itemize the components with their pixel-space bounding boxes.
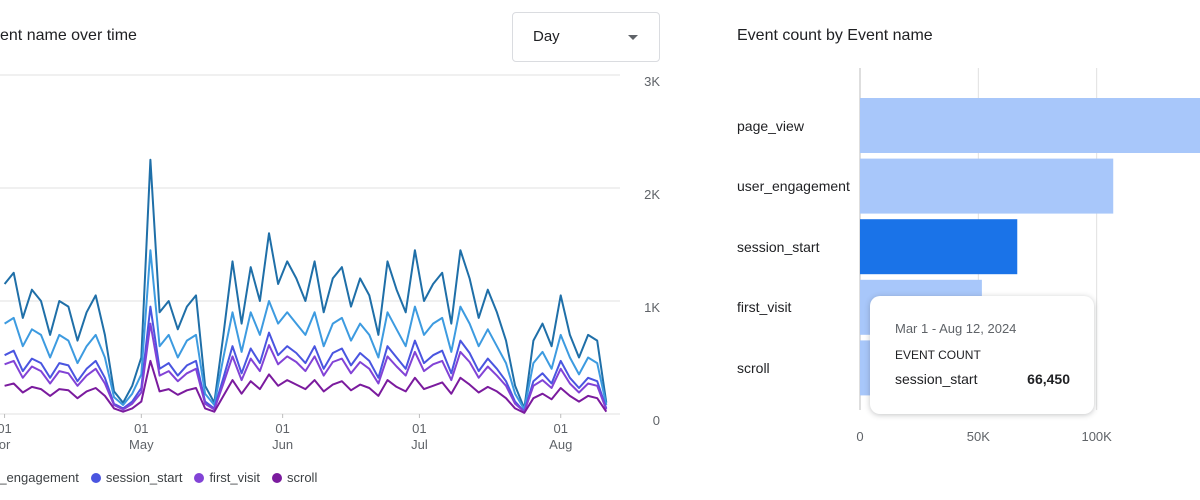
category-text: first_visit [737,299,792,316]
category-text: page_view [737,117,804,134]
tooltip-name: session_start [895,371,978,387]
tooltip-metric: EVENT COUNT [895,348,981,362]
x-tick-label: 01 Aug [549,421,573,452]
category-label: first_visit [737,280,855,335]
y-tick-label: 0 [653,413,660,428]
category-label: session_start [737,219,855,274]
legend-label: r_engagement [0,470,79,485]
legend-marker [90,472,101,483]
bar [860,158,1114,214]
category-text: scroll [737,359,770,376]
category-label: user_engagement [737,159,855,214]
bar-chart-title: Event count by Event name [737,27,933,44]
series-line [4,249,608,411]
series-line [4,322,608,413]
category-label: scroll [737,340,855,395]
x-tick-label: 01 Jul [411,421,428,452]
legend-marker [272,472,282,483]
x-tick-label: 50K [967,429,990,444]
series-line [4,305,608,413]
x-tick-label: 01 May [129,421,154,452]
legend-item: session_start [90,470,183,485]
tooltip-value: 66,450 [1027,371,1070,387]
legend-item: first_visit [194,470,260,485]
legend-marker [194,472,205,483]
x-tick-label: 01 Jun [272,421,294,452]
tooltip: Mar 1 - Aug 12, 2024 EVENT COUNT session_s… [870,296,1094,414]
legend-label: first_visit [209,470,260,485]
y-tick-label: 2K [644,187,660,202]
x-tick-label: 0 [856,429,863,444]
y-tick-label: 1K [644,300,660,315]
line-chart-title: ent name over time [0,27,137,44]
dropdown-value[interactable]: Day [533,28,560,45]
x-tick-label: 01 or [0,421,12,452]
bar [860,219,1018,275]
legend-label: scroll [287,470,318,485]
series-line [4,359,608,414]
granularity-dropdown[interactable]: Day [512,12,660,62]
category-text: user_engagement [737,178,850,195]
legend: r_engagement session_start first_visit scro… [0,470,329,485]
legend-item: scroll [272,470,317,485]
legend-label: session_start [105,470,183,485]
bar [860,98,1200,153]
dropdown-caret[interactable] [628,35,638,40]
series-line [3,158,608,410]
y-tick-label: 3K [644,74,660,89]
legend-item: r_engagement [0,470,79,485]
tooltip-title: Mar 1 - Aug 12, 2024 [895,321,1017,336]
x-tick-label: 100K [1081,429,1112,444]
category-text: session_start [737,238,820,255]
category-label: page_view [737,98,855,153]
